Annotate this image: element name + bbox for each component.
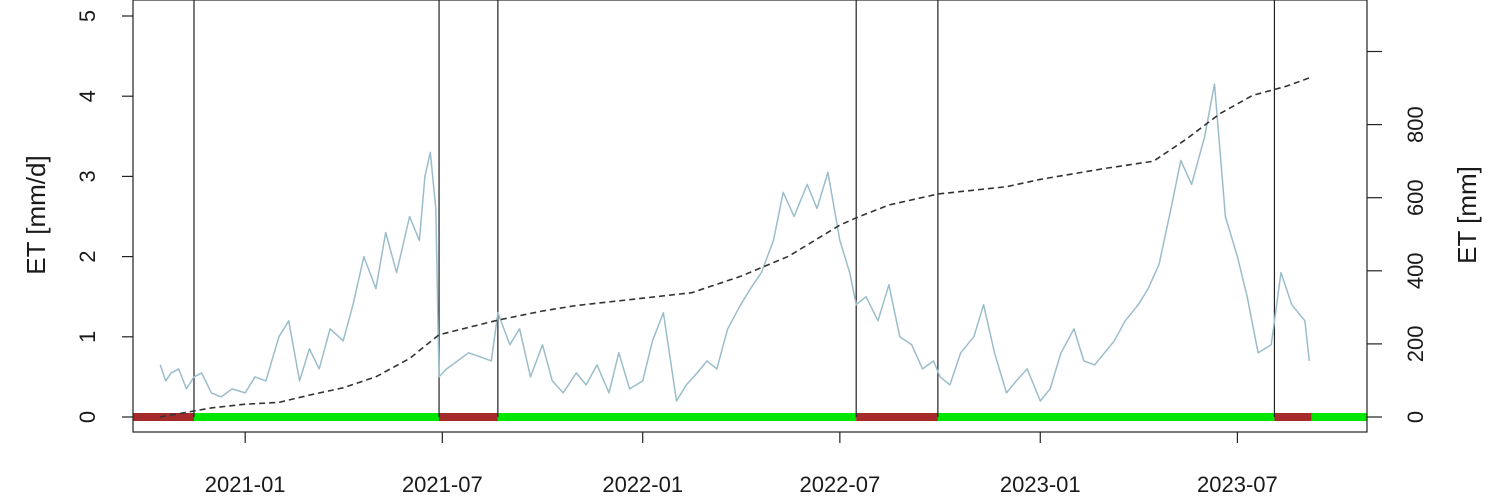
y-tick-label: 2 xyxy=(75,250,100,262)
y-axis-left: 0 1 2 3 4 5 xyxy=(75,10,133,423)
y-right-tick-label: 200 xyxy=(1403,326,1428,363)
x-tick-label: 2023-01 xyxy=(1000,472,1081,497)
x-tick-label: 2023-07 xyxy=(1197,472,1278,497)
cumulative-et-line xyxy=(160,76,1312,418)
y-right-tick-label: 400 xyxy=(1403,252,1428,289)
period-boundaries xyxy=(193,0,1276,417)
y-tick-label: 0 xyxy=(75,411,100,423)
y-right-tick-label: 600 xyxy=(1403,179,1428,216)
x-tick-label: 2022-07 xyxy=(799,472,880,497)
x-tick-label: 2021-07 xyxy=(402,472,483,497)
x-tick-label: 2021-01 xyxy=(205,472,286,497)
y-tick-label: 1 xyxy=(75,331,100,343)
y-axis-label-left: ET [mm/d] xyxy=(21,155,51,274)
y-right-tick-label: 800 xyxy=(1403,106,1428,143)
series-lines xyxy=(159,76,1312,418)
y-tick-label: 4 xyxy=(75,90,100,102)
y-tick-label: 5 xyxy=(75,10,100,22)
plot-frame xyxy=(132,0,1368,433)
x-tick-label: 2022-01 xyxy=(602,472,683,497)
y-tick-label: 3 xyxy=(75,170,100,182)
x-axis: 2021-01 2021-07 2022-01 2022-07 2023-01 2023-… xyxy=(205,432,1278,497)
y-axis-label-right: ET [mm] xyxy=(1452,166,1482,264)
y-axis-right: 0 200 400 600 800 xyxy=(1367,50,1428,423)
daily-et-line xyxy=(159,83,1311,402)
y-right-tick-label: 0 xyxy=(1403,411,1428,423)
